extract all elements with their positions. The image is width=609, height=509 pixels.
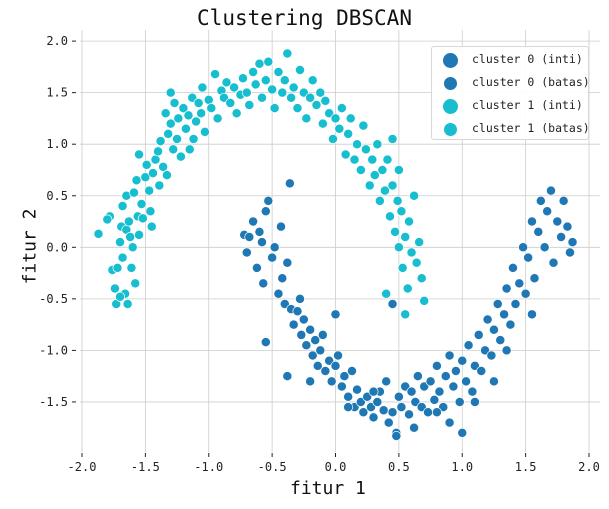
legend: cluster 0 (inti) cluster 0 (batas) clust… xyxy=(431,46,590,140)
svg-text:2.0: 2.0 xyxy=(46,34,68,48)
marker-dot-icon xyxy=(444,123,457,136)
legend-item-cluster-1-border: cluster 1 (batas) xyxy=(432,119,590,139)
svg-text:-2.0: -2.0 xyxy=(68,460,97,474)
svg-text:1.0: 1.0 xyxy=(451,460,473,474)
svg-text:-1.5: -1.5 xyxy=(131,460,160,474)
marker-dot-icon xyxy=(443,99,458,114)
svg-text:-0.5: -0.5 xyxy=(258,460,287,474)
legend-item-cluster-1-core: cluster 1 (inti) xyxy=(432,96,588,116)
y-axis-label: fitur 2 xyxy=(19,208,41,285)
svg-text:0.5: 0.5 xyxy=(388,460,410,474)
chart-title: Clustering DBSCAN xyxy=(197,6,412,30)
data-points xyxy=(93,48,578,441)
svg-text:-1.5: -1.5 xyxy=(39,395,68,409)
svg-text:-1.0: -1.0 xyxy=(194,460,223,474)
svg-text:1.0: 1.0 xyxy=(46,137,68,151)
svg-text:1.5: 1.5 xyxy=(515,460,537,474)
svg-text:1.5: 1.5 xyxy=(46,86,68,100)
svg-text:2.0: 2.0 xyxy=(578,460,600,474)
svg-text:-1.0: -1.0 xyxy=(39,343,68,357)
marker-dot-icon xyxy=(443,53,458,68)
svg-text:-0.5: -0.5 xyxy=(39,292,68,306)
svg-text:0.5: 0.5 xyxy=(46,189,68,203)
legend-item-cluster-0-core: cluster 0 (inti) xyxy=(432,50,588,70)
legend-item-cluster-0-border: cluster 0 (batas) xyxy=(432,73,590,93)
x-axis-label: fitur 1 xyxy=(290,478,366,499)
axis-ticks: -2.0 -1.5 -1.0 -0.5 0.0 0.5 1.0 1.5 2.0 2.0 1.5 1.0… xyxy=(39,34,600,474)
marker-dot-icon xyxy=(444,77,457,90)
svg-text:0.0: 0.0 xyxy=(325,460,347,474)
svg-text:0.0: 0.0 xyxy=(46,240,68,254)
